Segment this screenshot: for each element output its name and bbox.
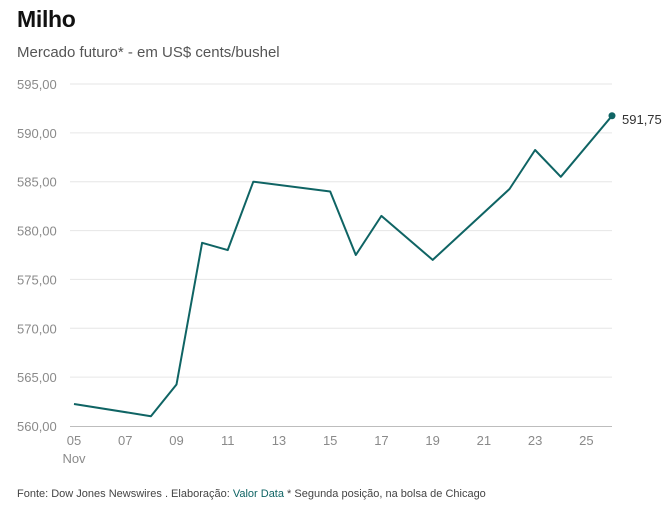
y-tick-label: 590,00 bbox=[17, 126, 57, 141]
x-tick-label: 05 bbox=[67, 433, 81, 448]
last-point-marker[interactable] bbox=[608, 112, 616, 120]
x-tick-label: 09 bbox=[169, 433, 183, 448]
x-axis-month-label: Nov bbox=[62, 451, 86, 466]
chart-footer: Fonte: Dow Jones Newswires . Elaboração:… bbox=[17, 488, 486, 500]
x-tick-label: 23 bbox=[528, 433, 542, 448]
x-tick-label: 19 bbox=[425, 433, 439, 448]
y-tick-label: 560,00 bbox=[17, 419, 57, 434]
x-tick-label: 13 bbox=[272, 433, 286, 448]
x-tick-label: 25 bbox=[579, 433, 593, 448]
footer-source-link[interactable]: Valor Data bbox=[232, 488, 284, 500]
chart-title: Milho bbox=[17, 6, 76, 32]
series-line bbox=[73, 115, 613, 418]
footer-source-text: Fonte: Dow Jones Newswires . Elaboração: bbox=[17, 488, 233, 500]
y-axis-ticks: 560,00 565,00 570,00 575,00 580,00 585,00 590,… bbox=[17, 77, 57, 434]
line-chart: 560,00 565,00 570,00 575,00 580,00 585,00 590,… bbox=[17, 77, 662, 466]
series-line-group: 591,75 bbox=[73, 112, 662, 418]
last-value-label: 591,75 bbox=[622, 112, 662, 127]
x-tick-label: 15 bbox=[323, 433, 337, 448]
x-tick-label: 21 bbox=[477, 433, 491, 448]
y-tick-label: 595,00 bbox=[17, 77, 57, 92]
x-tick-label: 11 bbox=[221, 433, 235, 448]
chart-subtitle: Mercado futuro* - em US$ cents/bushel bbox=[17, 44, 280, 61]
y-tick-label: 585,00 bbox=[17, 175, 57, 190]
gridlines bbox=[70, 83, 612, 378]
x-tick-label: 07 bbox=[118, 433, 132, 448]
y-tick-label: 580,00 bbox=[17, 224, 57, 239]
y-tick-label: 565,00 bbox=[17, 370, 57, 385]
y-tick-label: 570,00 bbox=[17, 321, 57, 336]
footer-note: * Segunda posição, na bolsa de Chicago bbox=[283, 488, 486, 500]
y-tick-label: 575,00 bbox=[17, 272, 57, 287]
x-tick-label: 17 bbox=[374, 433, 388, 448]
x-axis-ticks: 05 07 09 11 13 15 17 19 21 23 25 Nov bbox=[62, 433, 593, 466]
